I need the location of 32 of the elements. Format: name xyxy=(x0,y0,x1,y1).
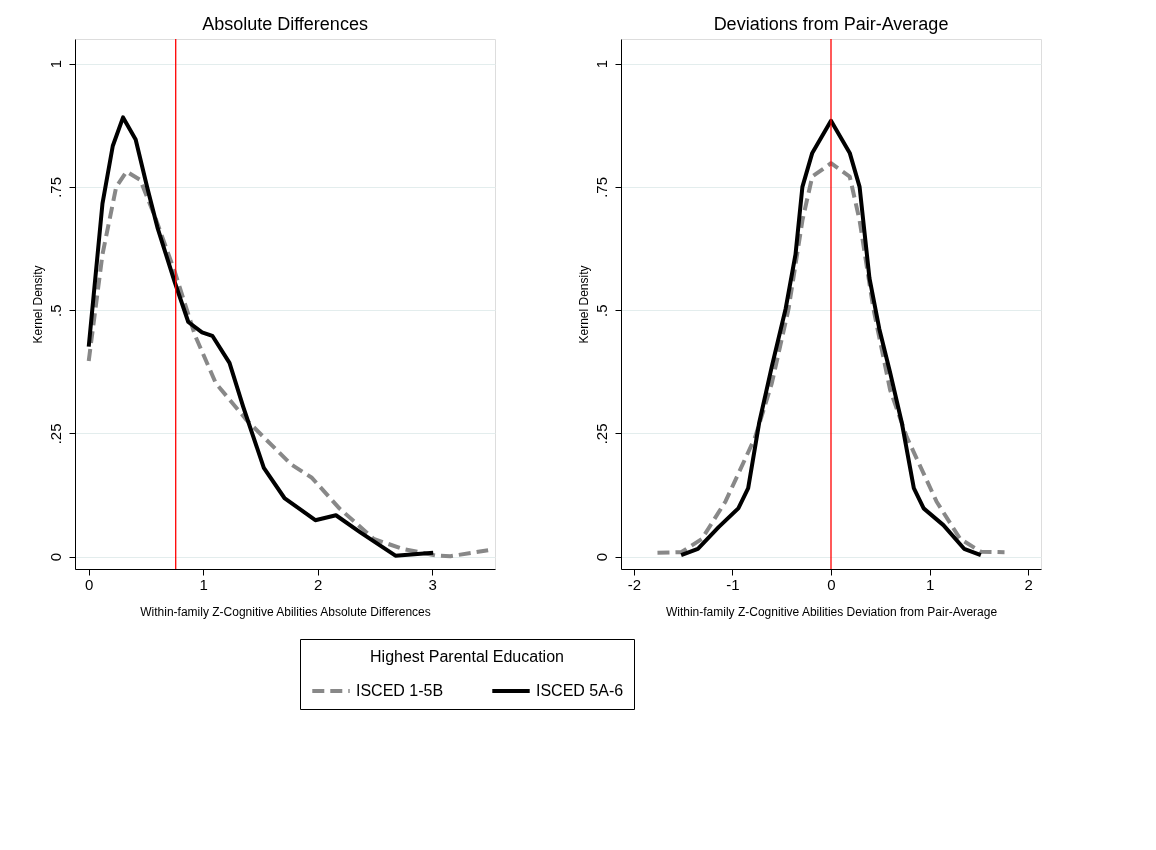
chart-title: Absolute Differences xyxy=(202,14,368,35)
y-tick-label: .75 xyxy=(46,176,64,198)
x-tick-label: 3 xyxy=(428,575,437,593)
legend-label: ISCED 5A-6 xyxy=(536,682,624,699)
x-tick-label: 0 xyxy=(827,575,836,593)
x-tick-label: 0 xyxy=(85,575,94,593)
x-tick-label: 1 xyxy=(199,575,208,593)
y-tick-label: .75 xyxy=(592,176,610,198)
line-series xyxy=(679,118,983,558)
y-tick-label: 0 xyxy=(46,553,64,562)
y-tick-label: 0 xyxy=(592,553,610,562)
x-tick-label: 1 xyxy=(925,575,935,593)
y-tick-label: 1 xyxy=(46,59,64,69)
legend-title: Highest Parental Education xyxy=(370,648,564,665)
legend-label: ISCED 1-5B xyxy=(356,682,444,699)
y-axis-title: Kernel Density xyxy=(576,265,591,344)
y-axis-title: Kernel Density xyxy=(30,265,45,344)
y-tick-label: .25 xyxy=(46,423,64,445)
line-series xyxy=(86,169,491,559)
x-tick-label: -2 xyxy=(627,575,641,593)
line-series xyxy=(655,161,1007,555)
y-tick-label: .25 xyxy=(592,423,610,445)
y-tick-label: .5 xyxy=(592,304,610,317)
y-tick-label: .5 xyxy=(46,304,64,317)
x-tick-label: -1 xyxy=(726,575,740,593)
y-tick-label: 1 xyxy=(592,59,610,69)
x-tick-label: 2 xyxy=(313,575,323,593)
chart-title: Deviations from Pair-Average xyxy=(713,14,949,35)
x-tick-label: 2 xyxy=(1024,575,1033,593)
line-series xyxy=(86,115,436,558)
x-axis-title: Within-family Z-Cognitive Abilities Deviation from Pair-Average xyxy=(665,604,998,619)
x-axis-title: Within-family Z-Cognitive Abilities Absolute Differences xyxy=(140,604,431,619)
